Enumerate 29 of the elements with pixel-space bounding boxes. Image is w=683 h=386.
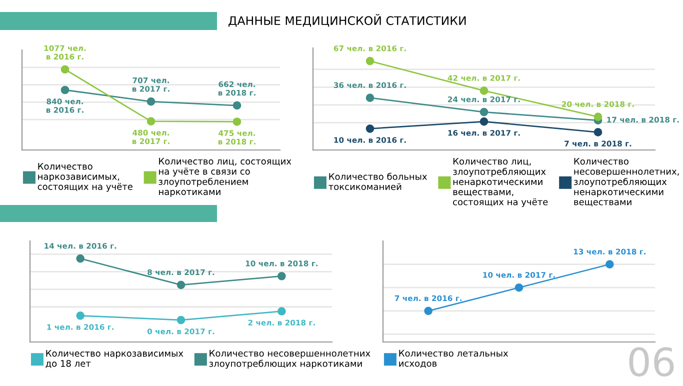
point [146,97,156,106]
point [278,307,286,316]
legend-label: Количество лиц, состоящих на учёте в связи со злоупотреблением наркотиками [158,158,292,197]
point [480,117,488,126]
point [366,94,374,102]
point [278,272,286,280]
point [366,56,374,66]
legend-label: Количество летальных исходов [399,350,508,368]
point [176,280,186,290]
point [76,311,84,320]
point [146,117,156,126]
legend-label: Количество наркозависимых до 18 лет [46,350,184,368]
legend-label: Количество больных токсикоманией [328,172,427,190]
point [594,128,602,136]
point [232,101,242,110]
legend-label: Количество несовершеннолетних злоупотреблющих наркотиками [209,350,370,369]
point [480,86,488,95]
point [594,112,602,121]
point [366,124,374,133]
legend-label: Количество несовершеннолетних, злоупотребляющих ненаркотическими веществами [574,158,679,206]
point [176,316,186,324]
text: ДАННЫЕ МЕДИЦИНСКОЙ СТАТИСТИКИ [228,14,466,27]
point [60,86,70,94]
point [76,254,84,263]
legend-label: Количество наркозависимых, состоящих на учёте [38,163,132,192]
point [60,65,70,74]
legend-label: Количество лиц, злоупотребляющих ненаркотическими веществами, состоящих на учёте [453,158,548,208]
point [232,118,242,126]
point [480,108,488,116]
